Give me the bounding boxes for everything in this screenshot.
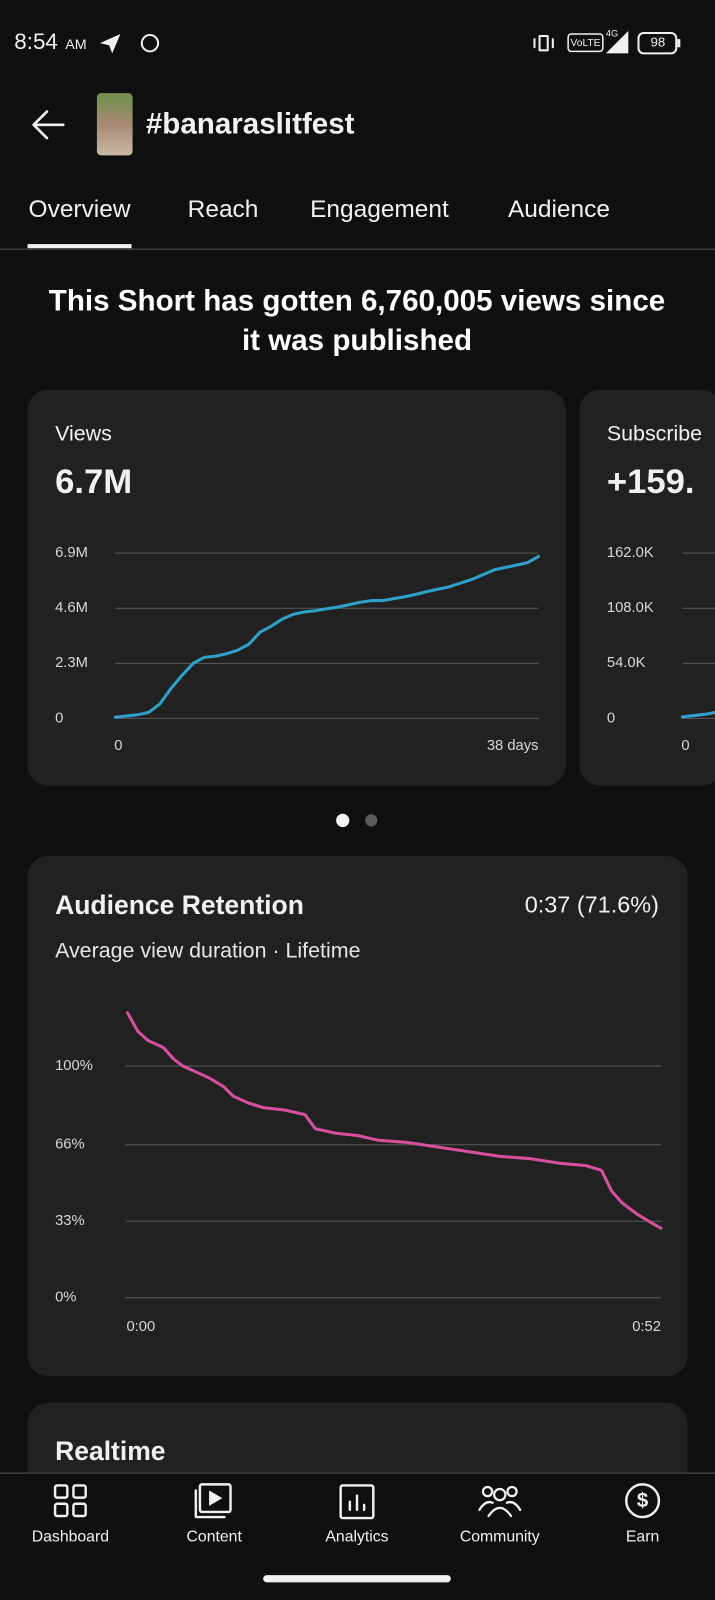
retention-chart: 0% 33% 66% 100% 0:00 0:52 [55,1011,663,1335]
y-tick-label: 6.9M [55,545,88,561]
nav-label[interactable]: Community [460,1529,540,1546]
x-tick-label: 0 [681,738,689,754]
x-tick-label: 0 [114,738,122,754]
card-label: Views [55,422,112,446]
telegram-icon [99,34,121,54]
volte-box [567,33,604,53]
headline-box: This Short has gotten 6,760,005 views si… [48,284,666,358]
y-tick-label: 100% [55,1058,93,1074]
battery-level: 98 [651,35,666,50]
y-tick-label: 54.0K [607,655,646,671]
page-dot[interactable] [365,814,378,827]
realtime-title: Realtime [55,1436,165,1466]
x-tick-label: 0:00 [126,1319,155,1335]
data-line [125,1011,663,1230]
nav-label[interactable]: Content [187,1529,243,1546]
nav-label[interactable]: Analytics [325,1529,388,1546]
analytics-icon [339,1484,375,1520]
alarm-icon [140,34,160,53]
dashboard-icon [53,1484,87,1518]
signal-icon [605,30,629,54]
data-line [113,554,541,719]
y-tick-label: 0 [607,710,615,726]
retention-card[interactable] [27,856,688,1377]
volte: VoLTE [571,38,601,49]
subscribers-card[interactable] [579,389,715,786]
active-tab-indicator [27,244,132,249]
page-dot-active[interactable] [336,813,350,828]
y-tick-label: 2.3M [55,655,88,671]
subscribers-card-clip: Subscribe +159. 0 54.0K 108.0K 162.0K 0 [579,389,715,786]
tab[interactable]: Audience [508,196,610,223]
earn-icon: $ [625,1483,661,1519]
tab[interactable]: Engagement [310,196,449,223]
tab-bar: Overview Reach Engagement Audience [27,196,610,249]
y-tick-label: 0% [55,1290,76,1306]
back-button[interactable] [32,110,65,140]
card-value: +159. [607,463,695,501]
network: 4G [606,28,618,38]
y-tick-label: 66% [55,1137,85,1153]
headline: This Short has gotten 6,760,005 views si… [48,284,666,358]
nav-label[interactable]: Dashboard [32,1529,109,1546]
data-line [680,708,715,719]
thumbnail[interactable] [96,93,133,156]
retention-value: 0:37 (71.6%) [525,891,659,917]
battery-tip [677,39,681,48]
retention-title: Audience Retention [55,890,304,920]
video-title: #banaraslitfest [146,108,355,141]
tab[interactable]: Overview [29,196,131,223]
nav-label[interactable]: Earn [626,1529,659,1546]
y-tick-label: 0 [55,710,63,726]
retention-subtitle: Average view duration · Lifetime [55,939,360,963]
status-time: 8:54 [14,29,58,54]
y-tick-label: 108.0K [607,600,654,616]
battery-outline [637,31,678,55]
views-card[interactable] [27,389,567,786]
community-icon [478,1485,522,1518]
views-chart: 0 2.3M 4.6M 6.9M 0 38 days [55,545,541,754]
subscribers-chart: 0 54.0K 108.0K 162.0K 0 [607,545,715,754]
x-tick-label: 38 days [487,738,539,754]
card-value: 6.7M [55,463,132,501]
y-tick-label: 162.0K [607,545,654,561]
status-am-pm: AM [65,37,86,53]
y-tick-label: 4.6M [55,600,88,616]
card-label: Subscribe [607,422,702,446]
tab[interactable]: Reach [188,196,259,223]
home-indicator [263,1575,451,1583]
y-tick-label: 33% [55,1213,85,1229]
svg-text:$: $ [637,1490,649,1512]
content-icon [194,1483,232,1519]
x-tick-label: 0:52 [632,1319,661,1335]
nav-labels: Dashboard Content Analytics Community Earn [32,1529,660,1546]
vibrate-icon [533,35,554,52]
